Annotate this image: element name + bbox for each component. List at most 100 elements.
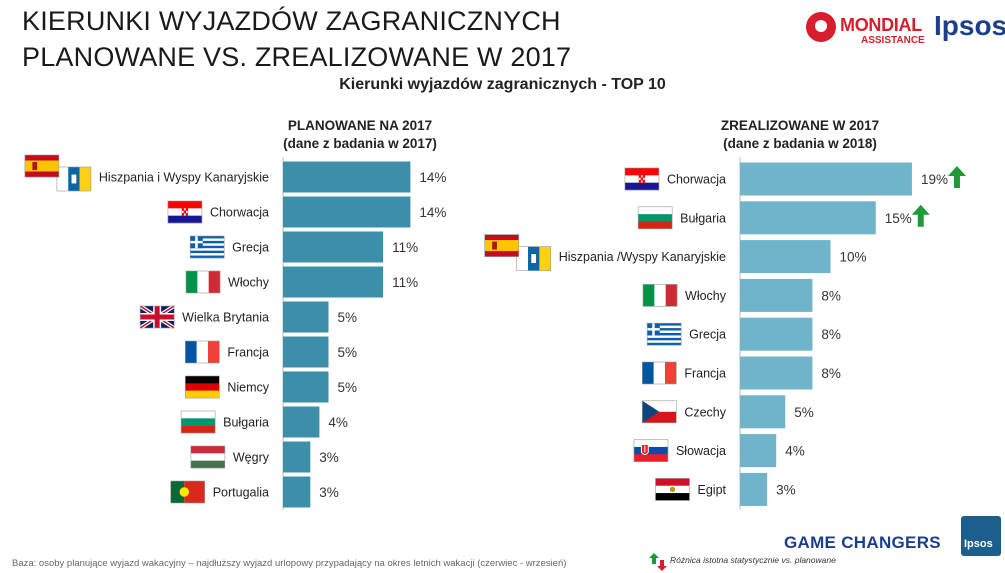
left-value-hiszpania-i-wyspy-kanaryjskie: 14% bbox=[419, 170, 446, 185]
left-flag-spain-icon bbox=[24, 154, 60, 178]
legend-text: Różnica istotna statystycznie vs. planow… bbox=[670, 555, 836, 565]
left-value-portugalia: 3% bbox=[319, 485, 339, 500]
left-flag-germany-icon bbox=[185, 375, 220, 399]
mondial-logo: MONDIAL ASSISTANCE bbox=[806, 12, 925, 52]
left-label-grecja: Grecja bbox=[232, 241, 269, 255]
right-flag-canary-icon bbox=[516, 246, 551, 271]
right-chart: 19% Chorwacja 15% Bułgaria 10% Hiszpania /Wys… bbox=[484, 162, 966, 506]
left-chart: 14% Hiszpania i Wyspy Kanaryjskie 14% Chorw… bbox=[24, 154, 446, 508]
right-flag-croatia-icon bbox=[624, 167, 660, 191]
left-panel-note: (dane z badania w 2017) bbox=[283, 136, 437, 151]
right-flag-greece-icon bbox=[646, 322, 682, 346]
right-label-bulgaria: Bułgaria bbox=[680, 211, 726, 225]
right-bar-bulgaria bbox=[740, 201, 876, 235]
right-arrow-up-bulgaria-icon bbox=[911, 204, 930, 227]
left-panel-heading: PLANOWANE NA 2017 (dane z badania w 2017… bbox=[250, 117, 470, 153]
right-panel-note: (dane z badania w 2018) bbox=[723, 136, 877, 151]
mondial-logo-sub: ASSISTANCE bbox=[861, 35, 925, 46]
left-label-francja: Francja bbox=[227, 346, 269, 360]
right-label-czechy: Czechy bbox=[684, 405, 726, 419]
left-value-wlochy: 11% bbox=[392, 275, 418, 290]
page-title-line1: KIERUNKI WYJAZDÓW ZAGRANICZNYCH bbox=[22, 6, 561, 36]
chart-subtitle: Kierunki wyjazdów zagranicznych - TOP 10 bbox=[339, 76, 666, 93]
game-changers-brand: GAME CHANGERS bbox=[784, 533, 941, 552]
left-value-grecja: 11% bbox=[392, 240, 418, 255]
right-label-egipt: Egipt bbox=[698, 483, 727, 497]
left-bar-wielka-brytania bbox=[283, 301, 329, 333]
right-value-hiszpania-wyspy-kanaryjskie: 10% bbox=[840, 250, 867, 265]
page-title-line2: PLANOWANE VS. ZREALIZOWANE W 2017 bbox=[22, 42, 572, 72]
left-flag-canary-icon bbox=[56, 166, 92, 192]
left-flag-croatia-icon bbox=[167, 200, 203, 224]
left-label-bulgaria: Bułgaria bbox=[223, 416, 269, 430]
right-value-francja: 8% bbox=[821, 366, 841, 381]
left-label-wegry: Węgry bbox=[233, 451, 270, 465]
left-bar-niemcy bbox=[283, 371, 329, 403]
right-bar-wlochy bbox=[740, 278, 813, 312]
left-bar-grecja bbox=[283, 231, 384, 263]
left-bar-bulgaria bbox=[283, 406, 320, 438]
right-label-slowacja: Słowacja bbox=[676, 444, 726, 458]
left-value-niemcy: 5% bbox=[338, 380, 358, 395]
ipsos-badge-logo: Ipsos bbox=[961, 516, 1001, 556]
right-bar-slowacja bbox=[740, 434, 777, 468]
right-flag-france-icon bbox=[642, 361, 677, 385]
right-panel-heading: ZREALIZOWANE W 2017 (dane z badania w 20… bbox=[690, 117, 910, 153]
right-flag-czech-icon bbox=[642, 400, 677, 424]
right-value-grecja: 8% bbox=[821, 327, 841, 342]
right-flag-spain-icon bbox=[484, 234, 519, 257]
left-value-chorwacja: 14% bbox=[419, 205, 446, 220]
right-value-chorwacja: 19% bbox=[921, 172, 948, 187]
right-label-hiszpania-wyspy-kanaryjskie: Hiszpania /Wyspy Kanaryjskie bbox=[559, 250, 726, 264]
right-arrow-up-chorwacja-icon bbox=[947, 166, 966, 188]
left-label-wlochy: Włochy bbox=[228, 276, 270, 290]
left-flag-bulgaria-icon bbox=[180, 410, 216, 434]
ipsos-logo: Ipsos bbox=[934, 10, 1005, 41]
base-note: Baza: osoby planujące wyjazd wakacyjny –… bbox=[12, 558, 567, 569]
left-bar-wlochy bbox=[283, 266, 384, 298]
left-label-niemcy: Niemcy bbox=[227, 381, 269, 395]
left-flag-hungary-icon bbox=[190, 445, 226, 469]
right-label-francja: Francja bbox=[684, 367, 726, 381]
left-bar-portugalia bbox=[283, 476, 311, 508]
right-value-egipt: 3% bbox=[776, 482, 796, 497]
right-bar-grecja bbox=[740, 317, 813, 351]
left-label-hiszpania-i-wyspy-kanaryjskie: Hiszpania i Wyspy Kanaryjskie bbox=[99, 171, 269, 185]
right-panel-title: ZREALIZOWANE W 2017 bbox=[720, 118, 880, 133]
left-flag-portugal-icon bbox=[170, 480, 206, 504]
left-bar-chorwacja bbox=[283, 196, 411, 228]
left-flag-greece-icon bbox=[189, 235, 225, 259]
left-value-francja: 5% bbox=[338, 345, 358, 360]
right-value-bulgaria: 15% bbox=[885, 211, 912, 226]
left-flag-italy-icon bbox=[185, 270, 221, 294]
right-flag-egypt-icon bbox=[655, 478, 690, 501]
left-flag-france-icon bbox=[185, 340, 220, 364]
left-label-chorwacja: Chorwacja bbox=[210, 206, 269, 220]
right-label-grecja: Grecja bbox=[689, 328, 726, 342]
right-label-wlochy: Włochy bbox=[685, 289, 727, 303]
right-bar-francja bbox=[740, 356, 813, 390]
right-label-chorwacja: Chorwacja bbox=[667, 173, 726, 187]
right-bar-chorwacja bbox=[740, 162, 912, 196]
right-bar-czechy bbox=[740, 395, 786, 429]
right-flag-bulgaria-icon bbox=[637, 206, 673, 230]
right-bar-egipt bbox=[740, 472, 768, 506]
left-bar-hiszpania-i-wyspy-kanaryjskie bbox=[283, 161, 411, 193]
mondial-logo-icon bbox=[806, 12, 836, 42]
right-flag-italy-icon bbox=[642, 284, 678, 307]
left-label-portugalia: Portugalia bbox=[213, 486, 269, 500]
left-flag-uk-icon bbox=[139, 304, 176, 330]
right-flag-slovakia-icon bbox=[633, 439, 669, 462]
left-value-wegry: 3% bbox=[319, 450, 339, 465]
left-bar-wegry bbox=[283, 441, 311, 473]
right-value-slowacja: 4% bbox=[785, 444, 805, 459]
right-bar-hiszpania-wyspy-kanaryjskie bbox=[740, 240, 831, 274]
left-value-wielka-brytania: 5% bbox=[338, 310, 358, 325]
left-label-wielka-brytania: Wielka Brytania bbox=[182, 311, 269, 325]
up-down-arrows-icon bbox=[649, 553, 667, 571]
significance-legend: Różnica istotna statystycznie vs. planow… bbox=[648, 552, 868, 572]
ipsos-badge-text: Ipsos bbox=[964, 538, 993, 550]
mondial-logo-name: MONDIAL bbox=[840, 15, 922, 35]
right-value-wlochy: 8% bbox=[821, 288, 841, 303]
